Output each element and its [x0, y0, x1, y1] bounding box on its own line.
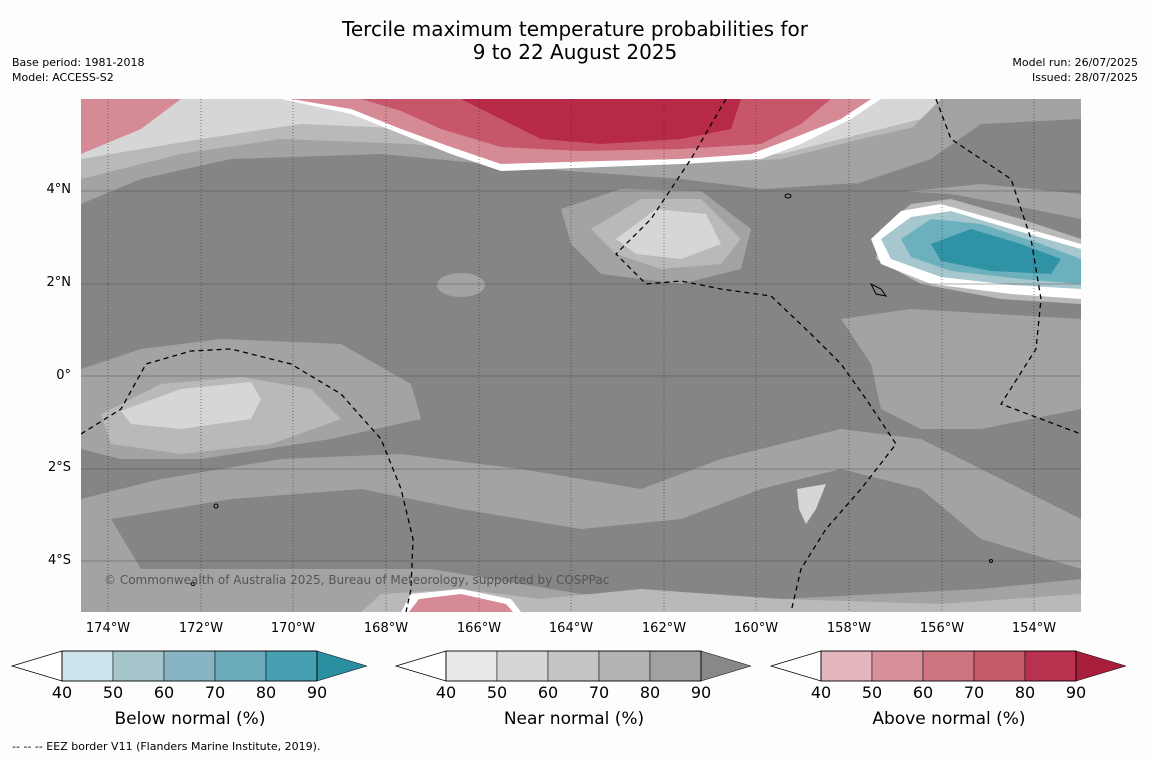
lon-label-168w: 168°W: [363, 621, 409, 636]
issued-date: Issued: 28/07/2025: [1031, 71, 1138, 84]
model-run: Model run: 26/07/2025: [1012, 56, 1138, 69]
chart-title: Tercile maximum temperature probabilitie…: [0, 18, 1150, 64]
cb-above-tick-80: 80: [1014, 683, 1036, 702]
cb-above-tick-50: 50: [861, 683, 883, 702]
model-name: Model: ACCESS-S2: [12, 71, 114, 84]
map-svg: [80, 98, 1082, 613]
cb-below-tick-90: 90: [306, 683, 328, 702]
cb-below-tick-40: 40: [51, 683, 73, 702]
cb-below-label: Below normal (%): [114, 709, 266, 729]
probability-map: [80, 98, 1082, 613]
colorbar-near-normal: [394, 650, 752, 682]
near-normal-70-right-mid: [841, 309, 1081, 429]
cb-below-max-arrow: [316, 650, 368, 682]
above-normal-bottom: [409, 594, 513, 612]
lon-label-174w: 174°W: [85, 621, 131, 636]
cb-near-seg-50: [496, 650, 549, 682]
cb-near-tick-60: 60: [537, 683, 559, 702]
cb-near-seg-40: [445, 650, 498, 682]
cb-above-seg-40: [820, 650, 873, 682]
lon-label-170w: 170°W: [270, 621, 316, 636]
islands: [190, 193, 993, 586]
cb-below-seg-40: [61, 650, 114, 682]
cb-near-tick-50: 50: [486, 683, 508, 702]
cb-above-label: Above normal (%): [872, 709, 1026, 729]
cb-near-max-arrow: [700, 650, 752, 682]
cb-below-tick-50: 50: [102, 683, 124, 702]
copyright-notice: © Commonwealth of Australia 2025, Bureau…: [104, 573, 610, 587]
cb-below-seg-50: [112, 650, 165, 682]
near-normal-50-center: [616, 209, 721, 259]
cb-above-seg-70: [973, 650, 1026, 682]
cb-above-seg-60: [922, 650, 975, 682]
cb-above-tick-60: 60: [912, 683, 934, 702]
lon-label-158w: 158°W: [826, 621, 872, 636]
cb-above-seg-50: [871, 650, 924, 682]
cb-near-tick-40: 40: [435, 683, 457, 702]
cb-near-seg-60: [547, 650, 600, 682]
lon-label-166w: 166°W: [456, 621, 502, 636]
cb-below-min-arrow: [10, 650, 63, 682]
cb-below-tick-70: 70: [204, 683, 226, 702]
cb-near-seg-70: [598, 650, 651, 682]
above-normal-90-top: [461, 99, 741, 144]
near-normal-small-blob: [437, 273, 485, 297]
cb-below-seg-80: [265, 650, 318, 682]
lon-label-160w: 160°W: [733, 621, 779, 636]
cb-near-tick-80: 80: [639, 683, 661, 702]
cb-below-seg-70: [214, 650, 267, 682]
cb-below-seg-60: [163, 650, 216, 682]
cb-above-tick-70: 70: [963, 683, 985, 702]
title-line-2: 9 to 22 August 2025: [472, 40, 678, 64]
meta-right: Model run: 26/07/2025 Issued: 28/07/2025: [1012, 55, 1138, 85]
below-normal-90: [931, 229, 1061, 274]
lon-label-164w: 164°W: [548, 621, 594, 636]
eez-footnote: -- -- -- EEZ border V11 (Flanders Marine…: [12, 740, 321, 753]
cb-near-tick-90: 90: [690, 683, 712, 702]
lat-gridlines: [81, 190, 1081, 562]
cb-below-tick-60: 60: [153, 683, 175, 702]
eez-borders: [80, 98, 1082, 613]
cb-above-max-arrow: [1075, 650, 1127, 682]
cb-near-min-arrow: [394, 650, 447, 682]
cb-above-seg-80: [1024, 650, 1077, 682]
cb-above-min-arrow: [769, 650, 822, 682]
colorbar-below-normal: [10, 650, 368, 682]
cb-above-tick-40: 40: [810, 683, 832, 702]
near-normal-base-right: [841, 119, 1081, 194]
lat-label-0: 0°: [56, 368, 71, 383]
lon-label-172w: 172°W: [178, 621, 224, 636]
cb-near-seg-80: [649, 650, 702, 682]
lon-label-156w: 156°W: [919, 621, 965, 636]
lat-label-2s: 2°S: [47, 460, 71, 475]
colorbar-above-normal: [769, 650, 1127, 682]
lon-label-162w: 162°W: [641, 621, 687, 636]
title-line-1: Tercile maximum temperature probabilitie…: [342, 17, 808, 41]
near-normal-50-left: [121, 382, 261, 429]
lat-label-4s: 4°S: [47, 553, 71, 568]
cb-below-tick-80: 80: [255, 683, 277, 702]
near-normal-base-bottom: [111, 469, 1081, 599]
cb-above-tick-90: 90: [1065, 683, 1087, 702]
lat-label-2n: 2°N: [46, 275, 72, 290]
near-normal-60-bottom: [81, 589, 1081, 612]
lon-label-154w: 154°W: [1011, 621, 1057, 636]
cb-near-tick-70: 70: [588, 683, 610, 702]
near-normal-50-patch: [797, 484, 826, 524]
base-period: Base period: 1981-2018: [12, 56, 145, 69]
lat-label-4n: 4°N: [46, 182, 72, 197]
above-normal-top-left: [81, 99, 181, 154]
meta-left: Base period: 1981-2018 Model: ACCESS-S2: [12, 55, 144, 85]
cb-near-label: Near normal (%): [503, 709, 645, 729]
